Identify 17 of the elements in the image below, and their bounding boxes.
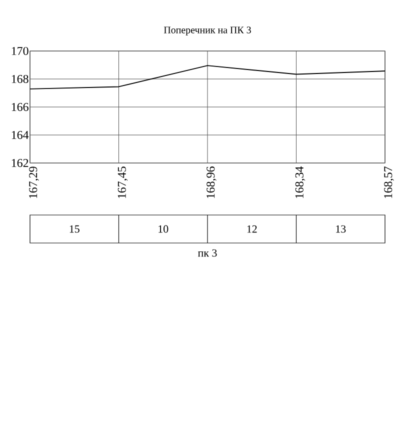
y-tick-label: 170 [12, 46, 28, 56]
data-label: 168,34 [295, 166, 306, 198]
data-label: 167,29 [29, 166, 39, 198]
data-label: 168,96 [206, 166, 216, 198]
data-label: 167,45 [118, 166, 128, 198]
text: 15 [70, 225, 80, 233]
data-label: 168,57 [384, 166, 394, 198]
text: пк 3 [198, 249, 217, 257]
text: 10 [158, 225, 168, 233]
text: 13 [336, 225, 346, 233]
y-tick-label: 166 [12, 102, 28, 112]
y-tick-label: 164 [12, 130, 29, 140]
text: 12 [247, 225, 257, 233]
y-tick-label: 162 [12, 158, 28, 168]
line-series [30, 65, 386, 90]
y-tick-label: 168 [12, 74, 28, 84]
chart-title: Поперечник на ПК 3 [164, 26, 251, 36]
